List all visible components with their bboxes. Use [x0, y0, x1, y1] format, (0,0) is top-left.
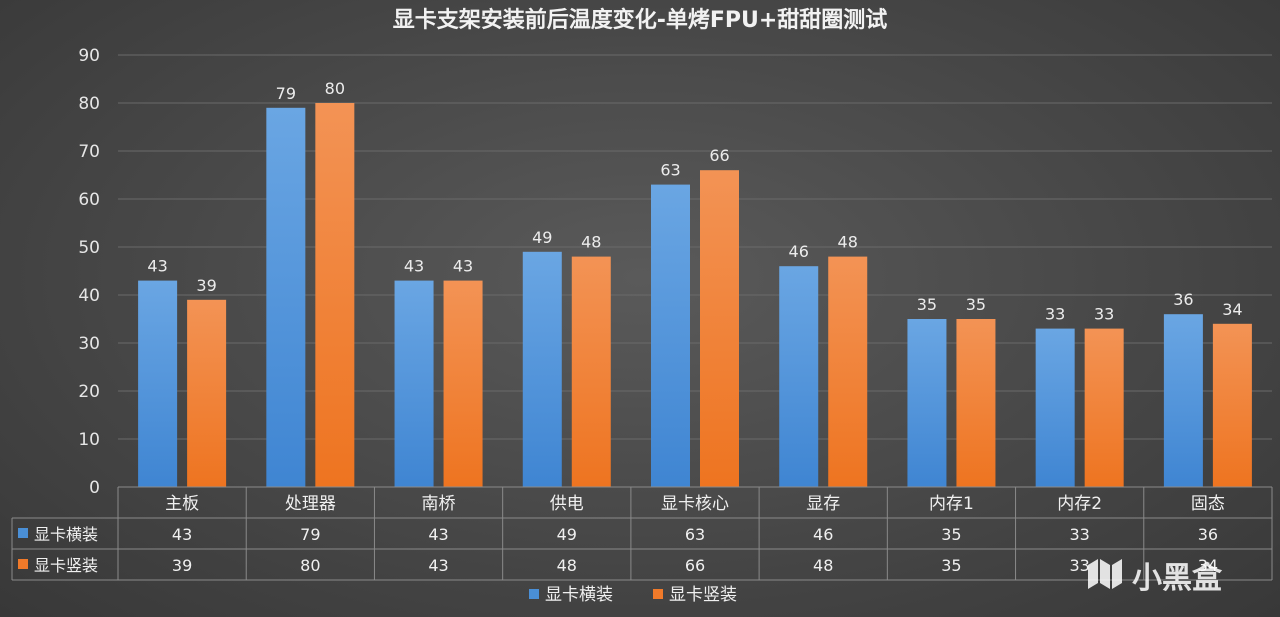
- bar-horizontal: [266, 107, 306, 488]
- y-tick-label: 60: [78, 190, 100, 210]
- data-label: 48: [838, 233, 858, 252]
- table-legend-key: [18, 528, 28, 538]
- bar-vertical: [571, 256, 611, 487]
- data-label: 43: [147, 257, 167, 276]
- table-cell: 48: [813, 556, 833, 575]
- table-cell: 39: [172, 556, 192, 575]
- data-label: 33: [1045, 305, 1065, 324]
- table-cell: 36: [1198, 525, 1218, 544]
- table-cell: 35: [941, 556, 961, 575]
- y-tick-label: 0: [89, 478, 100, 498]
- bar-vertical: [443, 280, 483, 487]
- category-label: 显存: [806, 494, 840, 514]
- data-label: 66: [709, 146, 729, 165]
- bar-horizontal: [651, 184, 690, 487]
- bar-vertical: [956, 319, 996, 487]
- legend-key: [653, 589, 663, 599]
- watermark: 小黑盒: [1088, 559, 1223, 596]
- y-tick-label: 30: [78, 334, 100, 354]
- bar-horizontal: [522, 251, 562, 487]
- table-cell: 49: [557, 525, 577, 544]
- data-label: 39: [196, 276, 216, 295]
- category-label: 内存2: [1057, 494, 1102, 514]
- bar-vertical: [700, 170, 739, 487]
- bar-horizontal: [138, 280, 178, 487]
- bar-horizontal: [1035, 328, 1075, 487]
- data-label: 36: [1173, 290, 1193, 309]
- data-label: 34: [1222, 300, 1242, 319]
- watermark-text: 小黑盒: [1132, 561, 1223, 596]
- category-label: 内存1: [929, 494, 974, 514]
- category-label: 南桥: [422, 494, 456, 514]
- bar-vertical: [1084, 328, 1124, 487]
- category-label: 主板: [165, 494, 199, 514]
- table-cell: 66: [685, 556, 705, 575]
- y-tick-label: 40: [78, 286, 100, 306]
- table-cell: 63: [685, 525, 705, 544]
- data-label: 43: [404, 257, 424, 276]
- table-cell: 33: [1069, 556, 1089, 575]
- bar-vertical: [187, 299, 227, 487]
- data-label: 48: [581, 233, 601, 252]
- table-cell: 43: [428, 556, 448, 575]
- data-label: 35: [966, 295, 986, 314]
- bar-horizontal: [1163, 314, 1203, 487]
- table-legend-key: [18, 559, 28, 569]
- table-cell: 43: [428, 525, 448, 544]
- category-label: 显卡核心: [661, 494, 729, 514]
- category-label: 处理器: [285, 494, 336, 514]
- data-label: 80: [325, 79, 345, 98]
- legend-key: [529, 589, 539, 599]
- bar-vertical: [828, 256, 868, 487]
- y-tick-label: 70: [78, 142, 100, 162]
- bar-vertical: [315, 103, 355, 487]
- table-row-label: 显卡竖装: [34, 556, 98, 575]
- y-tick-label: 50: [78, 238, 100, 258]
- bar-horizontal: [907, 319, 947, 487]
- y-tick-label: 10: [78, 430, 100, 450]
- xiaoheihe-logo-icon: [1088, 559, 1122, 589]
- data-label: 79: [276, 84, 296, 103]
- y-tick-label: 80: [78, 94, 100, 114]
- table-cell: 80: [300, 556, 320, 575]
- data-label: 63: [660, 161, 680, 180]
- data-label: 35: [917, 295, 937, 314]
- category-label: 供电: [550, 494, 584, 514]
- data-label: 46: [789, 242, 809, 261]
- y-tick-label: 90: [78, 46, 100, 66]
- category-label: 固态: [1191, 494, 1225, 514]
- table-cell: 35: [941, 525, 961, 544]
- table-row-label: 显卡横装: [34, 525, 98, 544]
- legend-label: 显卡竖装: [669, 585, 737, 605]
- bar-vertical: [1212, 323, 1252, 487]
- table-cell: 34: [1198, 556, 1218, 575]
- chart-title: 显卡支架安装前后温度变化-单烤FPU+甜甜圈测试: [393, 7, 888, 33]
- table-cell: 43: [172, 525, 192, 544]
- data-label: 33: [1094, 305, 1114, 324]
- table-cell: 33: [1069, 525, 1089, 544]
- table-cell: 48: [557, 556, 577, 575]
- bar-horizontal: [779, 266, 819, 487]
- y-tick-label: 20: [78, 382, 100, 402]
- table-cell: 46: [813, 525, 833, 544]
- data-label: 43: [453, 257, 473, 276]
- legend-label: 显卡横装: [545, 585, 613, 605]
- data-label: 49: [532, 228, 552, 247]
- table-cell: 79: [300, 525, 320, 544]
- bar-horizontal: [394, 280, 434, 487]
